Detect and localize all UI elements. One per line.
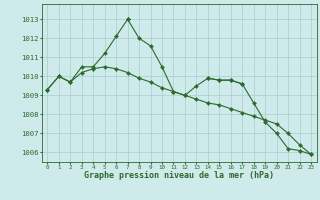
X-axis label: Graphe pression niveau de la mer (hPa): Graphe pression niveau de la mer (hPa) <box>84 171 274 180</box>
